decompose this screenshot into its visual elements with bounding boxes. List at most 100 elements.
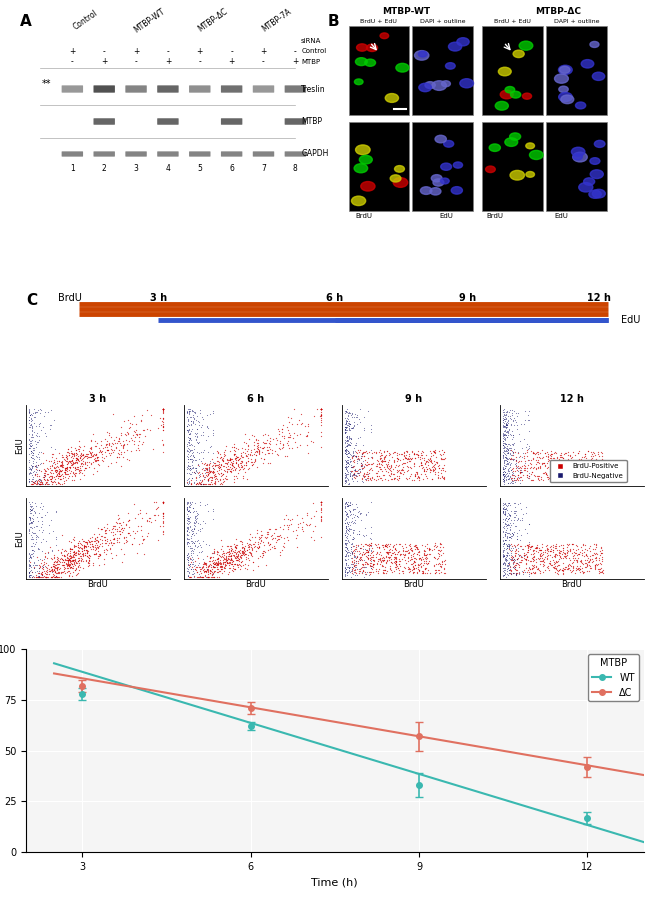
Point [591, 470, 601, 484]
Point [61, 558, 72, 572]
Point [565, 457, 575, 471]
Point [183, 499, 194, 513]
Point [346, 522, 356, 536]
Point [536, 543, 546, 557]
Point [50, 564, 60, 579]
Point [506, 441, 516, 456]
Point [34, 570, 45, 585]
Point [231, 557, 242, 571]
Point [25, 462, 36, 476]
Point [44, 563, 54, 578]
Point [24, 462, 34, 476]
Point [94, 537, 105, 552]
Point [411, 538, 422, 553]
Point [508, 566, 518, 580]
Point [267, 532, 278, 546]
Point [273, 448, 283, 462]
Point [498, 438, 508, 452]
Point [595, 548, 605, 562]
Point [341, 413, 351, 427]
Point [341, 475, 352, 489]
Point [508, 474, 518, 488]
Circle shape [513, 50, 524, 57]
Point [79, 540, 89, 554]
Point [278, 422, 288, 436]
Point [92, 450, 103, 465]
Point [82, 543, 92, 557]
Point [502, 548, 512, 562]
Point [58, 548, 69, 562]
Point [77, 456, 88, 470]
Point [365, 551, 375, 565]
Point [526, 457, 537, 471]
Point [231, 441, 241, 456]
Point [72, 559, 83, 573]
Point [235, 462, 246, 476]
Point [389, 560, 400, 574]
Point [592, 472, 603, 486]
Point [356, 562, 366, 576]
Point [38, 532, 48, 546]
Point [66, 453, 77, 467]
Point [60, 544, 71, 559]
Point [192, 426, 202, 440]
Point [540, 543, 550, 557]
Point [104, 536, 114, 550]
Point [49, 475, 59, 489]
Point [500, 533, 510, 547]
Point [545, 540, 555, 554]
Point [546, 447, 556, 461]
Point [23, 410, 34, 424]
Point [191, 504, 202, 518]
Point [519, 463, 530, 477]
Point [79, 534, 89, 548]
Point [198, 477, 208, 492]
Point [194, 567, 204, 581]
Point [133, 518, 143, 533]
Point [359, 554, 370, 569]
Point [352, 504, 363, 518]
Point [500, 552, 510, 566]
Point [341, 557, 351, 571]
Point [46, 469, 56, 483]
Point [393, 473, 404, 487]
Point [263, 536, 274, 550]
Point [513, 541, 523, 555]
Point [528, 550, 538, 564]
Point [316, 402, 326, 416]
Point [536, 543, 547, 557]
Point [510, 509, 521, 524]
Point [186, 414, 196, 428]
Point [344, 565, 355, 579]
Point [350, 568, 361, 582]
Point [229, 440, 239, 454]
Point [183, 496, 193, 510]
Point [380, 539, 390, 553]
Point [545, 444, 556, 458]
Point [345, 468, 356, 483]
Point [533, 460, 543, 475]
Point [230, 450, 240, 465]
Point [499, 431, 509, 446]
Point [186, 436, 196, 450]
Point [215, 553, 226, 567]
Point [208, 556, 218, 570]
Point [548, 543, 558, 557]
Point [413, 558, 423, 572]
Point [61, 553, 72, 567]
Point [70, 468, 81, 483]
Point [502, 511, 513, 526]
Circle shape [581, 59, 594, 68]
Point [518, 461, 528, 475]
Point [284, 428, 294, 442]
Point [158, 402, 168, 416]
Point [500, 420, 510, 434]
Point [501, 539, 512, 553]
Point [184, 418, 194, 432]
Point [70, 545, 81, 560]
Point [196, 445, 207, 459]
Point [138, 435, 149, 449]
Point [387, 555, 397, 570]
Point [35, 500, 46, 514]
Point [64, 548, 74, 562]
